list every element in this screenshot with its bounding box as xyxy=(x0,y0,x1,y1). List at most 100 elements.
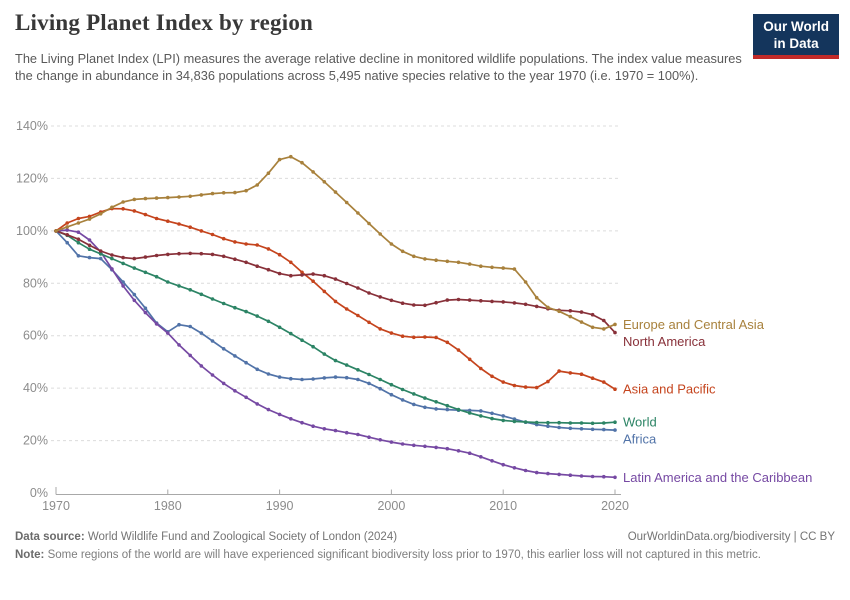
data-point[interactable] xyxy=(76,237,81,241)
data-point[interactable] xyxy=(568,314,573,319)
data-point[interactable] xyxy=(121,280,125,284)
data-point[interactable] xyxy=(400,249,405,254)
data-point[interactable] xyxy=(143,212,148,217)
data-point[interactable] xyxy=(110,267,114,271)
data-point[interactable] xyxy=(423,396,427,400)
data-point[interactable] xyxy=(233,354,237,358)
data-point[interactable] xyxy=(300,377,304,382)
data-point[interactable] xyxy=(210,232,215,237)
data-point[interactable] xyxy=(143,196,148,201)
data-point[interactable] xyxy=(367,435,371,440)
data-point[interactable] xyxy=(233,257,237,261)
data-point[interactable] xyxy=(568,473,573,478)
series-points-europe-and-central-asia[interactable] xyxy=(54,154,617,331)
data-point[interactable] xyxy=(210,373,215,377)
data-point[interactable] xyxy=(467,298,472,302)
data-point[interactable] xyxy=(233,305,237,310)
data-point[interactable] xyxy=(132,292,137,297)
data-point[interactable] xyxy=(479,366,483,371)
data-point[interactable] xyxy=(289,376,293,381)
data-point[interactable] xyxy=(210,297,215,301)
data-point[interactable] xyxy=(255,183,259,187)
data-point[interactable] xyxy=(613,387,617,392)
data-point[interactable] xyxy=(188,194,192,199)
data-point[interactable] xyxy=(423,257,427,261)
data-point[interactable] xyxy=(188,324,192,329)
series-points-africa[interactable] xyxy=(54,229,617,432)
data-point[interactable] xyxy=(356,377,360,382)
data-point[interactable] xyxy=(76,221,81,225)
data-point[interactable] xyxy=(188,353,192,358)
data-point[interactable] xyxy=(300,160,304,165)
data-point[interactable] xyxy=(344,307,349,311)
data-point[interactable] xyxy=(110,205,114,210)
data-point[interactable] xyxy=(490,459,494,463)
data-point[interactable] xyxy=(389,242,394,246)
data-point[interactable] xyxy=(166,219,170,223)
data-point[interactable] xyxy=(523,468,528,473)
data-point[interactable] xyxy=(445,446,450,451)
data-point[interactable] xyxy=(602,427,606,432)
data-point[interactable] xyxy=(255,402,259,406)
data-point[interactable] xyxy=(456,449,461,453)
data-point[interactable] xyxy=(412,335,416,340)
data-point[interactable] xyxy=(132,209,137,213)
data-point[interactable] xyxy=(367,372,371,377)
series-points-world[interactable] xyxy=(54,229,617,426)
data-point[interactable] xyxy=(613,330,617,335)
data-point[interactable] xyxy=(568,371,573,375)
data-point[interactable] xyxy=(255,314,259,318)
data-point[interactable] xyxy=(266,267,271,272)
data-point[interactable] xyxy=(412,303,416,307)
data-point[interactable] xyxy=(423,405,427,410)
data-point[interactable] xyxy=(311,272,315,276)
data-point[interactable] xyxy=(289,331,293,336)
data-point[interactable] xyxy=(65,228,69,232)
data-point[interactable] xyxy=(456,348,461,352)
data-point[interactable] xyxy=(110,253,114,257)
data-point[interactable] xyxy=(445,403,450,408)
data-point[interactable] xyxy=(244,309,248,314)
data-point[interactable] xyxy=(568,309,573,313)
data-point[interactable] xyxy=(221,254,226,259)
data-point[interactable] xyxy=(132,298,137,303)
data-point[interactable] xyxy=(188,251,192,256)
data-point[interactable] xyxy=(557,369,561,373)
data-point[interactable] xyxy=(400,334,405,338)
data-point[interactable] xyxy=(356,313,360,318)
data-point[interactable] xyxy=(512,419,517,424)
data-point[interactable] xyxy=(221,191,226,195)
data-point[interactable] xyxy=(210,252,215,257)
data-point[interactable] xyxy=(244,188,248,193)
data-point[interactable] xyxy=(300,270,304,275)
data-point[interactable] xyxy=(557,472,561,477)
owid-credit-link[interactable]: OurWorldinData.org/biodiversity | CC BY xyxy=(627,531,835,543)
series-label-north-america[interactable]: North America xyxy=(623,334,706,349)
data-point[interactable] xyxy=(356,211,360,215)
data-point[interactable] xyxy=(154,216,159,221)
data-point[interactable] xyxy=(154,196,159,200)
data-point[interactable] xyxy=(154,322,159,326)
data-point[interactable] xyxy=(367,381,371,386)
data-point[interactable] xyxy=(300,338,304,342)
data-point[interactable] xyxy=(344,200,349,205)
data-point[interactable] xyxy=(76,254,81,258)
data-point[interactable] xyxy=(322,180,327,184)
data-point[interactable] xyxy=(277,375,282,379)
data-point[interactable] xyxy=(378,438,383,442)
data-point[interactable] xyxy=(65,240,69,245)
data-point[interactable] xyxy=(121,207,125,211)
data-point[interactable] xyxy=(199,193,204,197)
data-point[interactable] xyxy=(76,216,81,221)
data-point[interactable] xyxy=(132,266,137,270)
data-point[interactable] xyxy=(456,260,461,265)
data-point[interactable] xyxy=(266,319,271,324)
data-point[interactable] xyxy=(333,190,338,194)
data-point[interactable] xyxy=(546,420,550,425)
data-point[interactable] xyxy=(512,301,517,305)
data-point[interactable] xyxy=(266,171,271,175)
data-point[interactable] xyxy=(121,284,125,288)
data-point[interactable] xyxy=(166,331,170,335)
data-point[interactable] xyxy=(87,214,92,219)
series-points-north-america[interactable] xyxy=(54,229,617,335)
